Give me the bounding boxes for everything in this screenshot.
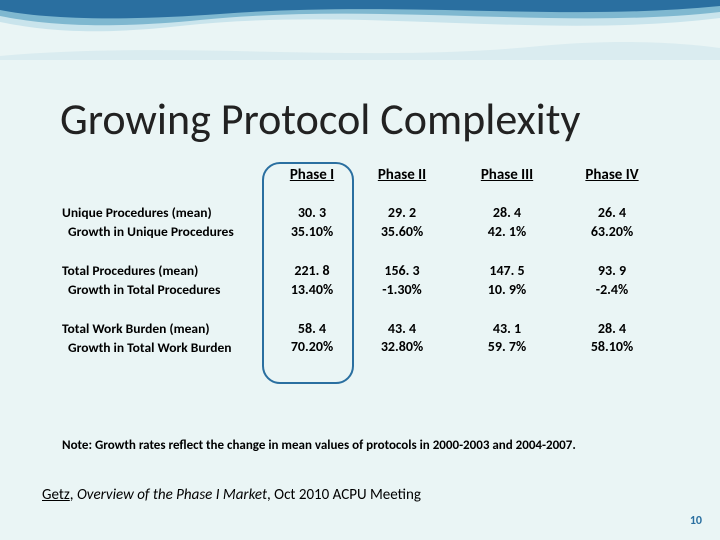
citation-suffix: , Oct 2010 ACPU Meeting <box>267 486 421 504</box>
cell: 29. 2 <box>352 204 452 223</box>
table-row: Growth in Total Procedures13.40%-1.30%10… <box>62 281 662 300</box>
data-table: Phase I Phase II Phase III Phase IV Uniq… <box>62 166 662 357</box>
column-header: Phase I <box>272 166 352 184</box>
table-row: Growth in Unique Procedures35.10%35.60%4… <box>62 223 662 242</box>
citation: Getz, Overview of the Phase I Market, Oc… <box>42 486 421 504</box>
row-label: Total Work Burden (mean) <box>62 320 272 338</box>
row-group: Total Procedures (mean)221. 8156. 3147. … <box>62 262 662 300</box>
cell: -2.4% <box>562 281 662 300</box>
row-group: Total Work Burden (mean)58. 443. 443. 12… <box>62 320 662 358</box>
cell: 35.10% <box>272 223 352 242</box>
cell: 32.80% <box>352 338 452 357</box>
cell: 59. 7% <box>452 338 562 357</box>
citation-title: Overview of the Phase I Market <box>77 486 267 504</box>
cell: -1.30% <box>352 281 452 300</box>
table-row: Growth in Total Work Burden70.20%32.80%5… <box>62 338 662 357</box>
row-label: Unique Procedures (mean) <box>62 204 272 222</box>
cell: 42. 1% <box>452 223 562 242</box>
cell: 156. 3 <box>352 262 452 281</box>
cell: 70.20% <box>272 338 352 357</box>
page-number: 10 <box>690 514 702 528</box>
decorative-wave <box>0 0 720 60</box>
cell: 43. 1 <box>452 320 562 339</box>
table-row: Total Work Burden (mean)58. 443. 443. 12… <box>62 320 662 339</box>
column-header: Phase IV <box>562 166 662 184</box>
cell: 35.60% <box>352 223 452 242</box>
cell: 221. 8 <box>272 262 352 281</box>
cell: 10. 9% <box>452 281 562 300</box>
row-group: Unique Procedures (mean)30. 329. 228. 42… <box>62 204 662 242</box>
table-row: Total Procedures (mean)221. 8156. 3147. … <box>62 262 662 281</box>
citation-author: Getz <box>42 486 70 504</box>
row-label: Growth in Unique Procedures <box>62 223 272 241</box>
cell: 147. 5 <box>452 262 562 281</box>
row-label: Growth in Total Procedures <box>62 281 272 299</box>
cell: 58. 4 <box>272 320 352 339</box>
cell: 43. 4 <box>352 320 452 339</box>
cell: 28. 4 <box>562 320 662 339</box>
cell: 28. 4 <box>452 204 562 223</box>
column-header: Phase II <box>352 166 452 184</box>
cell: 58.10% <box>562 338 662 357</box>
cell: 13.40% <box>272 281 352 300</box>
row-label: Growth in Total Work Burden <box>62 339 272 357</box>
column-header: Phase III <box>452 166 562 184</box>
row-label: Total Procedures (mean) <box>62 262 272 280</box>
column-headers: Phase I Phase II Phase III Phase IV <box>272 166 662 184</box>
footnote: Note: Growth rates reflect the change in… <box>62 438 576 453</box>
cell: 93. 9 <box>562 262 662 281</box>
slide-title: Growing Protocol Complexity <box>60 92 580 146</box>
cell: 30. 3 <box>272 204 352 223</box>
table-row: Unique Procedures (mean)30. 329. 228. 42… <box>62 204 662 223</box>
cell: 26. 4 <box>562 204 662 223</box>
cell: 63.20% <box>562 223 662 242</box>
